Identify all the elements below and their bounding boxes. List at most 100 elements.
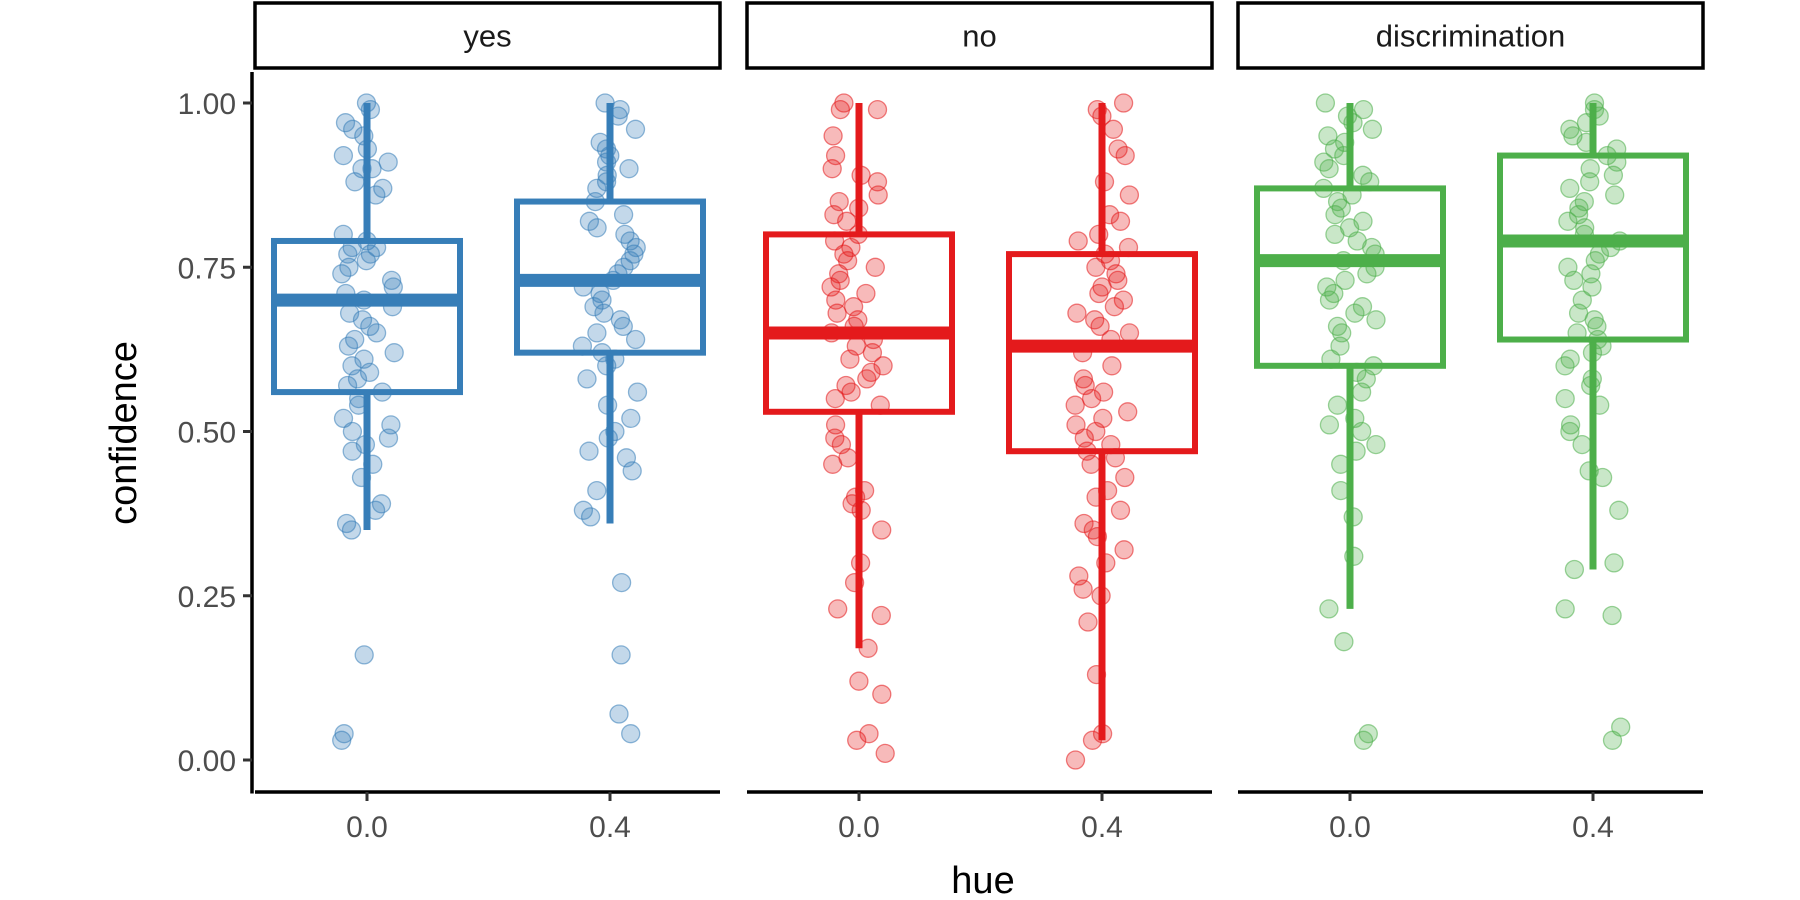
data-point (1555, 388, 1575, 409)
data-point (1560, 178, 1580, 199)
boxplots (271, 103, 1689, 741)
data-point (1351, 382, 1372, 402)
data-point (1609, 500, 1629, 520)
y-tick-label: 0.00 (178, 745, 236, 778)
data-point (1103, 119, 1124, 139)
x-tick-label: 0.0 (346, 811, 388, 844)
data-point (1564, 270, 1584, 291)
data-point (1073, 579, 1093, 599)
data-point (865, 257, 885, 277)
data-point (1580, 172, 1600, 192)
data-point (1114, 540, 1134, 560)
data-point (1115, 145, 1135, 166)
data-point (1081, 454, 1101, 474)
data-point (1335, 270, 1355, 291)
data-point (868, 185, 888, 205)
data-point (1602, 605, 1622, 626)
data-point (1604, 553, 1624, 573)
data-point (1352, 421, 1372, 442)
data-point (1560, 421, 1580, 442)
data-point (1603, 165, 1624, 185)
x-tick-label: 0.4 (589, 811, 631, 844)
data-point (1119, 185, 1140, 205)
data-point (873, 356, 893, 376)
data-point (579, 211, 600, 231)
data-point (1330, 336, 1350, 356)
data-point (1089, 283, 1109, 304)
data-point (347, 369, 368, 389)
strip-label-discrimination: discrimination (1376, 19, 1566, 54)
data-point (611, 572, 632, 593)
y-tick-label: 0.50 (178, 417, 236, 450)
data-point (622, 461, 642, 481)
data-point (378, 152, 398, 172)
strip-yes (253, 1, 722, 70)
data-point (579, 441, 599, 461)
data-point (354, 645, 374, 665)
data-point (584, 297, 604, 317)
data-point (837, 251, 858, 271)
x-tick-label: 0.4 (1572, 811, 1614, 844)
data-point (1090, 316, 1110, 337)
data-point (1093, 382, 1114, 402)
data-point (1605, 185, 1625, 205)
data-point (1102, 356, 1122, 376)
data-point (1119, 323, 1140, 343)
jitter-points (332, 93, 1631, 770)
facet-strips: yes no discrimination (253, 1, 1705, 70)
data-point (587, 323, 607, 343)
data-point (1602, 730, 1623, 750)
data-point (1319, 599, 1339, 619)
data-point (822, 159, 842, 179)
data-point (356, 251, 376, 271)
strip-label-no: no (962, 19, 996, 54)
strip-no (745, 1, 1214, 70)
data-point (333, 408, 354, 429)
data-point (1558, 211, 1578, 231)
data-point (1334, 632, 1354, 652)
data-point (1572, 434, 1592, 455)
data-point (345, 172, 365, 192)
data-point (875, 743, 895, 764)
data-point (366, 323, 387, 343)
data-point (384, 343, 404, 363)
data-point (1068, 231, 1088, 251)
data-point (862, 343, 883, 363)
data-point (1327, 395, 1348, 415)
data-point (338, 336, 359, 356)
data-point (342, 441, 362, 461)
data-point (857, 369, 877, 389)
data-point (1086, 257, 1106, 277)
data-point (1115, 467, 1135, 488)
data-point (1319, 415, 1340, 435)
data-point (594, 303, 614, 323)
data-point (840, 349, 860, 369)
data-point (1118, 402, 1138, 422)
x-tick-label: 0.0 (838, 811, 880, 844)
data-point (342, 421, 363, 442)
data-point (378, 428, 399, 448)
boxplot-yes-1 (514, 103, 706, 524)
data-point (1555, 599, 1575, 619)
box-iqr (1006, 251, 1198, 455)
data-point (1357, 264, 1377, 284)
data-point (383, 277, 403, 297)
data-point (859, 724, 879, 744)
x-axis-title: hue (951, 860, 1014, 900)
data-point (573, 500, 594, 520)
box-iqr (763, 231, 955, 415)
data-point (332, 730, 352, 750)
data-point (1110, 500, 1131, 520)
data-point (1582, 277, 1602, 297)
data-point (381, 270, 402, 291)
box-iqr (1497, 152, 1689, 343)
x-tick-label: 0.0 (1329, 811, 1371, 844)
data-point (1086, 421, 1106, 442)
data-point (1569, 198, 1589, 218)
data-point (1366, 310, 1386, 330)
data-point (577, 369, 597, 389)
data-point (341, 520, 362, 540)
data-point (872, 520, 892, 540)
data-point (1353, 730, 1374, 750)
